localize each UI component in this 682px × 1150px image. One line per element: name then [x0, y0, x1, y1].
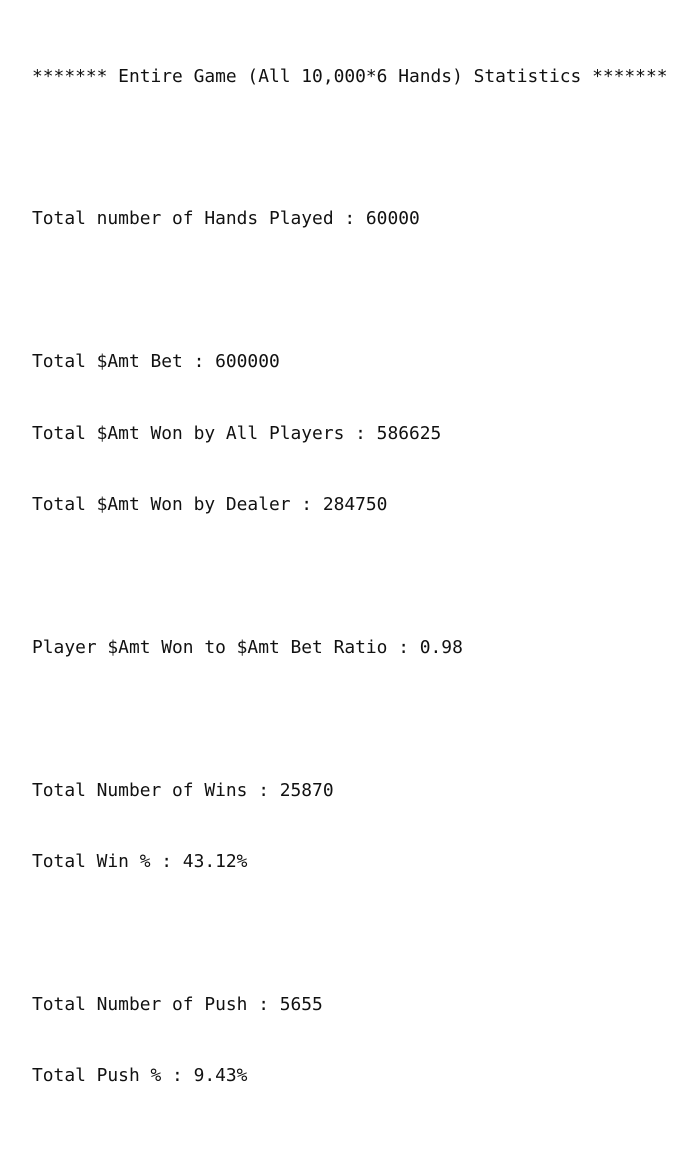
console-output: ******* Entire Game (All 10,000*6 Hands)… [32, 17, 677, 1150]
blank-line [32, 1135, 677, 1150]
win-percent-line: Total Win % : 43.12% [32, 850, 248, 872]
won-bet-ratio-line: Player $Amt Won to $Amt Bet Ratio : 0.98 [32, 636, 463, 658]
hands-played-line: Total number of Hands Played : 60000 [32, 208, 420, 230]
stats-header: ******* Entire Game (All 10,000*6 Hands)… [32, 65, 668, 87]
blank-line [32, 564, 677, 588]
blank-line [32, 136, 677, 160]
blank-line [32, 279, 677, 303]
amount-won-players-line: Total $Amt Won by All Players : 586625 [32, 422, 442, 444]
push-percent-line: Total Push % : 9.43% [32, 1065, 248, 1087]
push-count-line: Total Number of Push : 5655 [32, 993, 323, 1015]
blank-line [32, 921, 677, 945]
amount-bet-line: Total $Amt Bet : 600000 [32, 351, 280, 373]
blank-line [32, 707, 677, 731]
amount-won-dealer-line: Total $Amt Won by Dealer : 284750 [32, 493, 388, 515]
wins-count-line: Total Number of Wins : 25870 [32, 779, 334, 801]
